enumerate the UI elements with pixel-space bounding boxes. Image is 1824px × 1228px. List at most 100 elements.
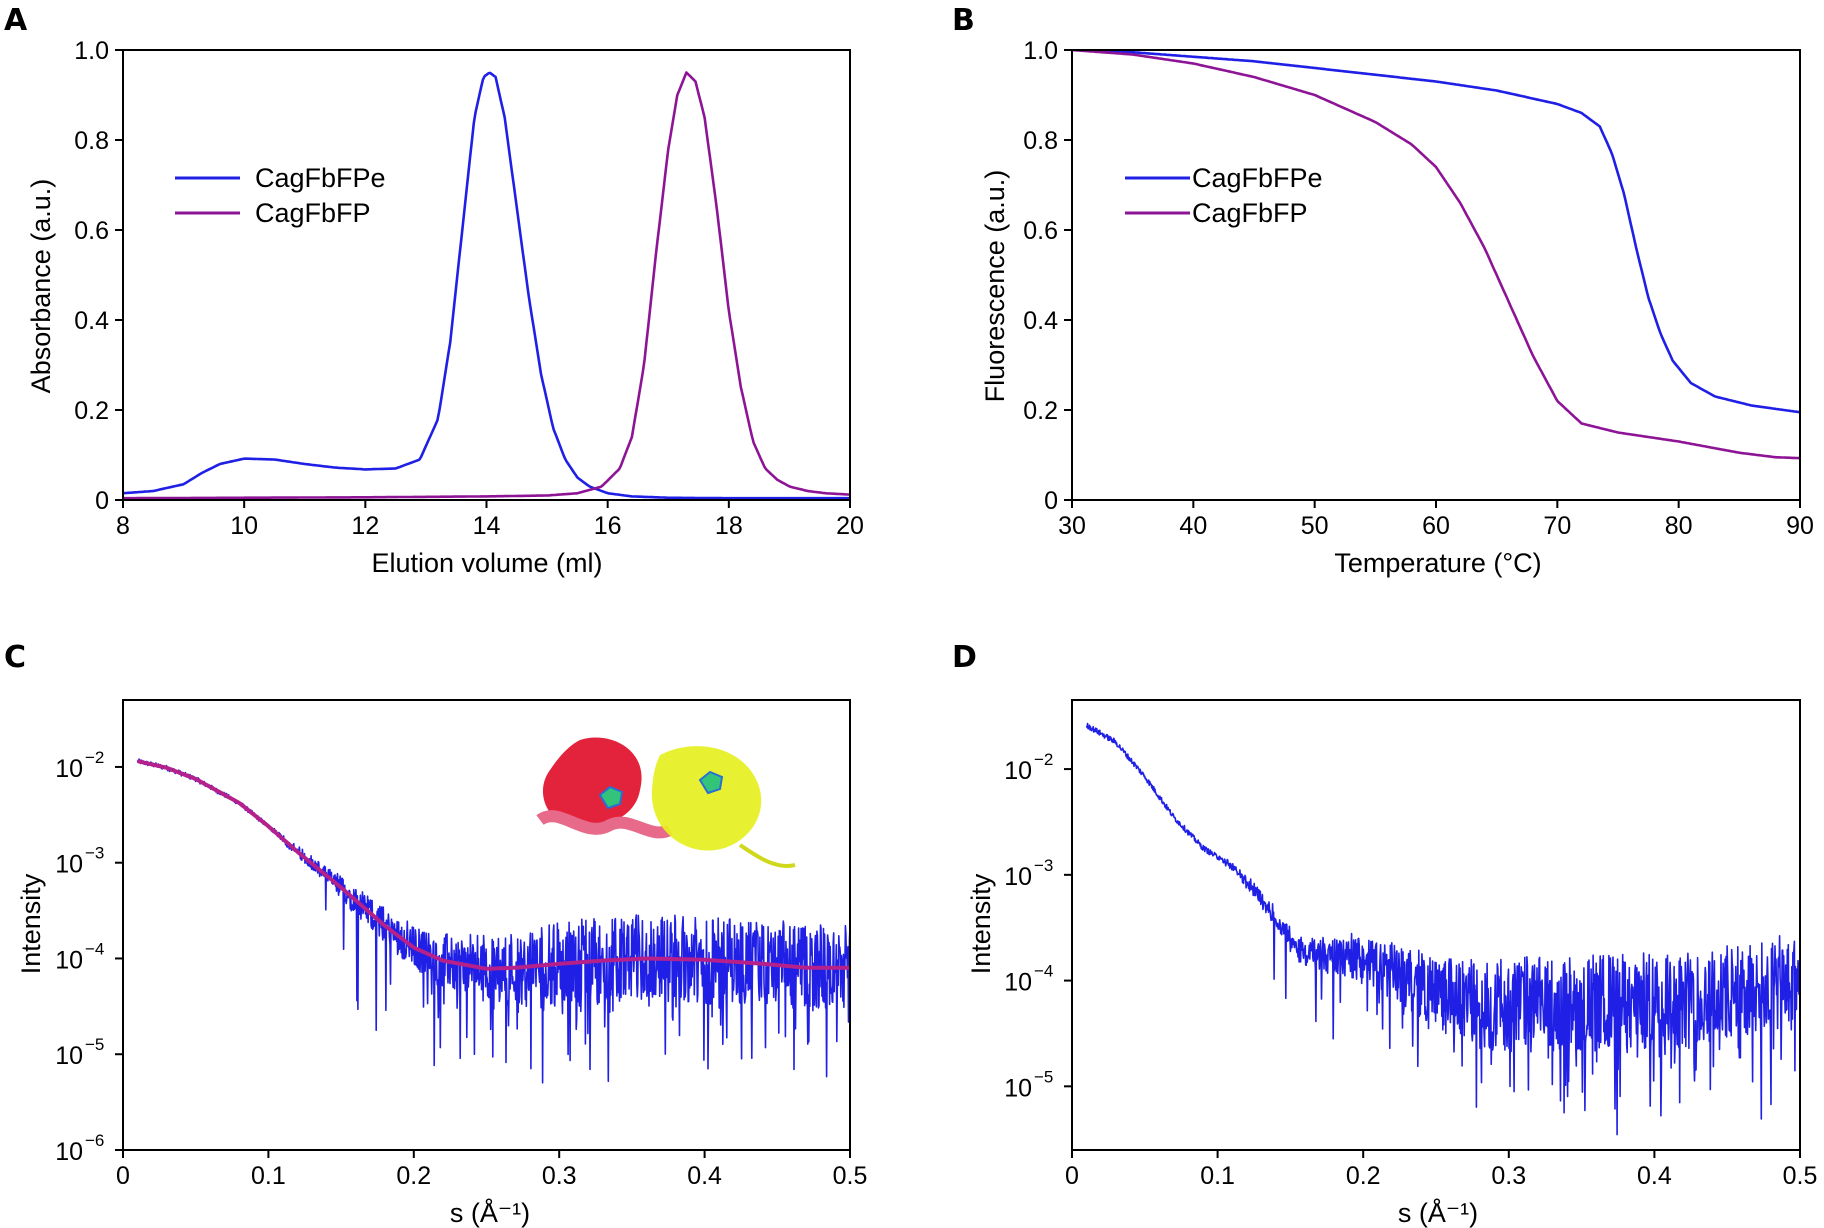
- series-line-cagfbfp-a: [123, 71, 850, 500]
- y-tick-label-b: 0: [1044, 487, 1058, 515]
- x-axis-title-b: Temperature (°C): [1334, 548, 1541, 578]
- x-tick-label-b: 70: [1543, 512, 1571, 540]
- y-tick-label-d: 10: [1004, 1074, 1032, 1102]
- x-tick-label-c: 0.3: [542, 1162, 577, 1190]
- y-tick-label-a: 0.6: [74, 217, 109, 245]
- chromophore-red: [598, 785, 624, 810]
- y-tick-label-a: 0.2: [74, 397, 109, 425]
- y-tick-label-c: 10: [55, 1042, 83, 1070]
- panel-d: D 0 0.1 0.2 0.3 0.4 0.510−510−410−310−2 s (Å⁻…: [952, 640, 1817, 1228]
- y-tick-label-c: 10: [55, 946, 83, 974]
- x-tick-label-a: 8: [116, 512, 130, 540]
- x-tick-label-d: 0.4: [1637, 1162, 1672, 1190]
- plot-frame-d: [1071, 699, 1801, 1151]
- legend-label-cagfbfp-a: CagFbFP: [255, 198, 371, 228]
- y-tick-label-a: 0.8: [74, 127, 109, 155]
- y-tick-exponent-c: −3: [85, 844, 104, 863]
- y-axis-title-d: Intensity: [966, 873, 996, 974]
- legend-b: CagFbFPe CagFbFP: [1125, 163, 1323, 228]
- y-axis-title-a: Absorbance (a.u.): [26, 179, 56, 394]
- plot-area-c: [136, 758, 850, 1084]
- series-line-cagfbfpe-a: [123, 71, 850, 500]
- plot-area-b: [1072, 50, 1800, 460]
- x-tick-label-c: 0: [116, 1162, 130, 1190]
- x-tick-label-b: 80: [1665, 512, 1693, 540]
- y-tick-label-c: 10: [55, 851, 83, 879]
- panel-label-d: D: [952, 640, 977, 675]
- x-tick-label-c: 0.1: [251, 1162, 286, 1190]
- protomer-yellow-tail: [738, 843, 796, 868]
- series-line-cagfbfpe-b: [1072, 50, 1800, 414]
- y-tick-label-d: 10: [1004, 863, 1032, 891]
- protomer-red-helix: [536, 810, 673, 839]
- x-axis-title-a: Elution volume (ml): [371, 548, 602, 578]
- x-tick-label-c: 0.4: [687, 1162, 722, 1190]
- x-tick-label-c: 0.2: [396, 1162, 431, 1190]
- x-tick-label-d: 0.1: [1200, 1162, 1235, 1190]
- plot-frame-a: [122, 49, 851, 501]
- panel-a: A 8 10 12 14 16 18 20 0 0.2 0.4 0.6 0.8 1.0 Elution …: [4, 3, 864, 578]
- x-tick-label-a: 12: [351, 512, 379, 540]
- plot-area-a: [123, 71, 850, 500]
- y-tick-label-b: 0.8: [1023, 127, 1058, 155]
- x-tick-label-a: 18: [715, 512, 743, 540]
- y-tick-exponent-d: −5: [1034, 1067, 1053, 1086]
- y-tick-exponent-c: −5: [85, 1035, 104, 1054]
- legend-label-cagfbfpe-b: CagFbFPe: [1192, 163, 1323, 193]
- x-tick-label-d: 0.5: [1783, 1162, 1818, 1190]
- axes-d: 0 0.1 0.2 0.3 0.4 0.510−510−410−310−2: [1004, 699, 1818, 1190]
- y-tick-label-b: 0.4: [1023, 307, 1058, 335]
- axes-c: 0 0.1 0.2 0.3 0.4 0.510−610−510−410−310−2: [55, 699, 868, 1190]
- x-tick-label-d: 0: [1065, 1162, 1079, 1190]
- y-tick-exponent-d: −3: [1034, 856, 1053, 875]
- y-tick-label-a: 0: [95, 487, 109, 515]
- y-tick-label-b: 0.2: [1023, 397, 1058, 425]
- panel-c: C 0 0.1 0.2 0.3 0.4 0.510−610−510−410−310−2 s…: [4, 640, 867, 1228]
- x-tick-label-c: 0.5: [833, 1162, 868, 1190]
- axes-b: 30 40 50 60 70 80 90 0 0.2 0.4 0.6 0.8 1.0: [1023, 37, 1814, 540]
- legend-label-cagfbfp-b: CagFbFP: [1192, 198, 1308, 228]
- panel-b: B 30 40 50 60 70 80 90 0 0.2 0.4 0.6 0.8 1.0 Tempera…: [952, 3, 1814, 578]
- y-tick-exponent-c: −2: [85, 748, 104, 767]
- y-tick-exponent-d: −4: [1034, 962, 1053, 981]
- plot-frame-b: [1071, 49, 1801, 501]
- y-tick-exponent-c: −6: [85, 1131, 104, 1150]
- y-axis-title-b: Fluorescence (a.u.): [980, 170, 1010, 403]
- y-tick-label-c: 10: [55, 755, 83, 783]
- x-tick-label-b: 40: [1179, 512, 1207, 540]
- series-line-cagfbfp-b: [1072, 50, 1800, 460]
- x-tick-label-a: 14: [473, 512, 501, 540]
- x-tick-label-b: 60: [1422, 512, 1450, 540]
- protomer-yellow-ribbon: [651, 746, 762, 851]
- x-tick-label-d: 0.3: [1491, 1162, 1526, 1190]
- chromophore-yellow: [698, 770, 724, 795]
- panel-label-b: B: [952, 3, 975, 38]
- series-line-experimental-d: [1085, 722, 1800, 1136]
- x-tick-label-b: 90: [1786, 512, 1814, 540]
- x-tick-label-a: 20: [836, 512, 864, 540]
- series-line-fit-c: [137, 759, 850, 971]
- panel-label-a: A: [4, 3, 28, 38]
- x-axis-title-c: s (Å⁻¹): [450, 1197, 530, 1228]
- x-tick-label-b: 30: [1058, 512, 1086, 540]
- plot-area-d: [1085, 722, 1800, 1136]
- plot-frame-c: [122, 699, 851, 1151]
- y-tick-label-b: 0.6: [1023, 217, 1058, 245]
- y-tick-exponent-c: −4: [85, 939, 104, 958]
- x-axis-title-d: s (Å⁻¹): [1398, 1197, 1478, 1228]
- legend-a: CagFbFPe CagFbFP: [175, 163, 386, 228]
- legend-label-cagfbfpe-a: CagFbFPe: [255, 163, 386, 193]
- x-tick-label-a: 16: [594, 512, 622, 540]
- y-tick-label-a: 1.0: [74, 37, 109, 65]
- y-tick-label-d: 10: [1004, 969, 1032, 997]
- panel-label-c: C: [4, 640, 26, 675]
- y-tick-label-c: 10: [55, 1138, 83, 1166]
- x-tick-label-d: 0.2: [1346, 1162, 1381, 1190]
- x-tick-label-a: 10: [230, 512, 258, 540]
- y-tick-label-d: 10: [1004, 757, 1032, 785]
- x-tick-label-b: 50: [1301, 512, 1329, 540]
- protein-structure-inset: [536, 737, 796, 868]
- axes-a: 8 10 12 14 16 18 20 0 0.2 0.4 0.6 0.8 1.0: [74, 37, 864, 540]
- y-tick-label-a: 0.4: [74, 307, 109, 335]
